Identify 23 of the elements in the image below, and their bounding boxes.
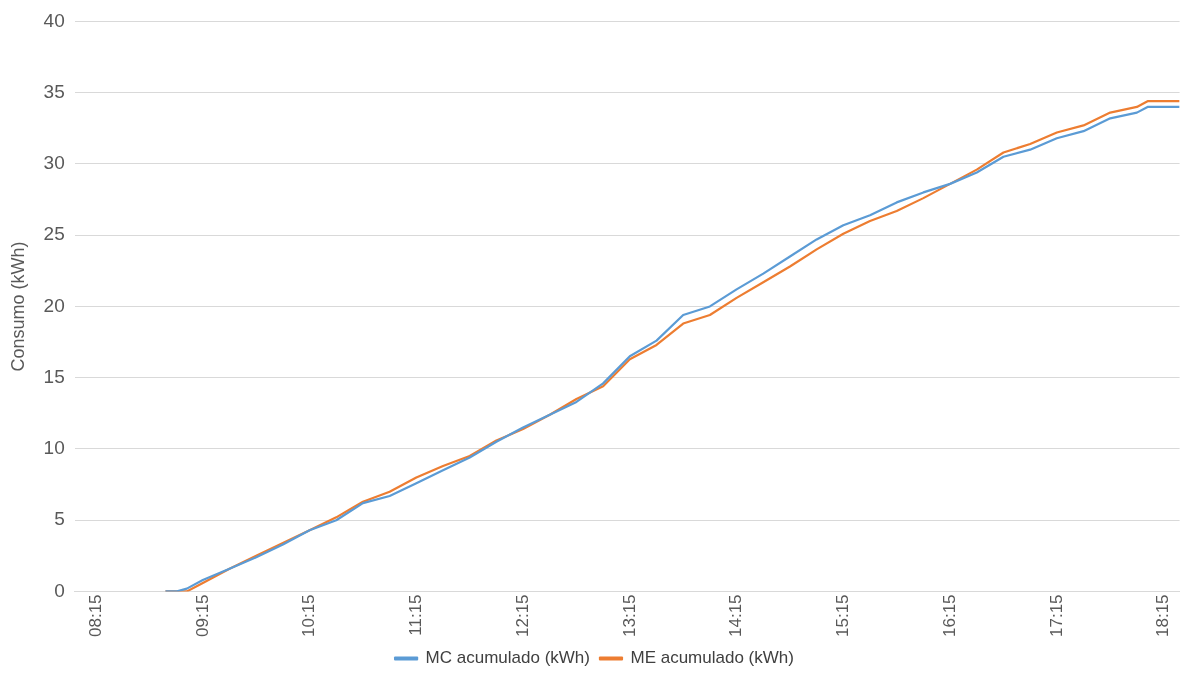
y-tick-label: 20 [43,294,65,316]
y-axis-title: Consumo (kWh) [7,241,28,372]
x-tick-label: 16:15 [939,594,959,638]
x-tick-label: 11:15 [406,594,426,636]
x-tick-label: 14:15 [726,594,746,638]
x-tick-label: 18:15 [1153,594,1173,638]
y-tick-label: 25 [43,223,65,245]
x-tick-label: 09:15 [192,594,212,638]
x-tick-label: 12:15 [512,594,532,638]
y-tick-label: 35 [43,80,65,102]
x-tick-label: 15:15 [833,594,853,638]
x-tick-label: 17:15 [1046,594,1066,638]
x-tick-label: 13:15 [619,594,639,638]
y-tick-label: 40 [43,9,65,31]
y-tick-label: 0 [54,579,65,601]
legend-label: MC acumulado (kWh) [425,648,590,668]
y-tick-label: 10 [43,437,65,459]
x-tick-label: 10:15 [299,594,319,638]
y-tick-label: 30 [43,152,65,174]
x-tick-label: 08:15 [85,594,105,638]
y-tick-label: 15 [43,365,65,387]
legend-label: ME acumulado (kWh) [630,648,794,668]
y-tick-label: 5 [54,508,65,530]
